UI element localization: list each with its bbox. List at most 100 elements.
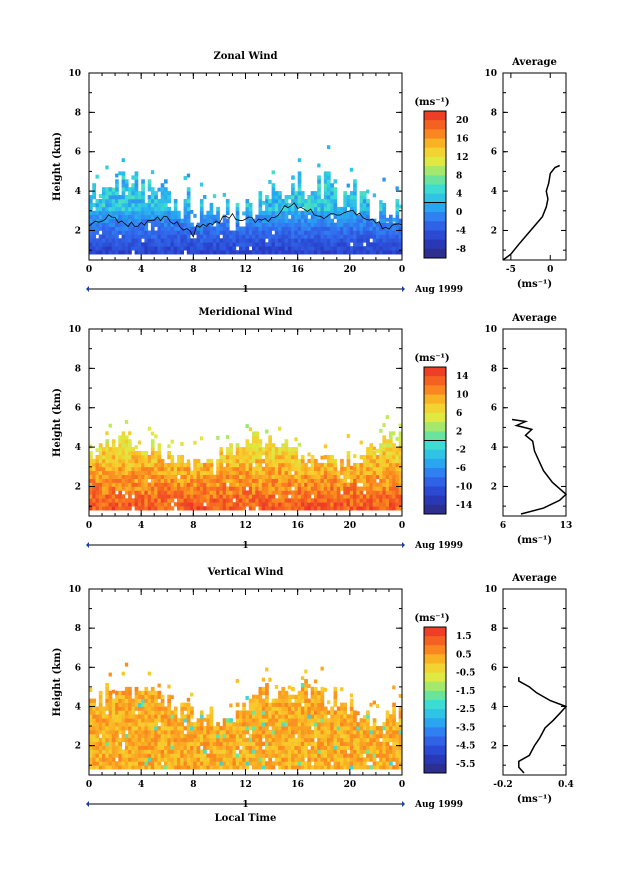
- heatmap-cell: [284, 726, 289, 731]
- heatmap-cell: [137, 440, 142, 445]
- heatmap-cell: [196, 722, 201, 727]
- heatmap-cell: [252, 761, 256, 766]
- heatmap-cell: [300, 191, 305, 196]
- heatmap-cell: [209, 474, 214, 479]
- heatmap-cell: [333, 757, 338, 762]
- heatmap-cell: [232, 726, 237, 731]
- heatmap-cell: [157, 478, 162, 483]
- heatmap-cell: [121, 171, 126, 176]
- heatmap-cell: [366, 226, 370, 231]
- heatmap-cell: [209, 726, 214, 731]
- heatmap-cell: [186, 702, 191, 707]
- heatmap-cell: [389, 218, 393, 223]
- heatmap-cell: [300, 230, 305, 235]
- heatmap-cell: [167, 444, 171, 449]
- heatmap-cell: [271, 183, 276, 188]
- heatmap-cell: [186, 765, 191, 770]
- heatmap-cell: [180, 730, 184, 735]
- heatmap-cell: [327, 757, 331, 762]
- heatmap-cell: [248, 749, 253, 754]
- heatmap-cell: [307, 478, 312, 483]
- heatmap-cell: [320, 686, 325, 692]
- heatmap-cell: [310, 741, 315, 746]
- heatmap-cell: [92, 466, 96, 472]
- heatmap-cell: [395, 455, 400, 460]
- heatmap-cell: [183, 737, 188, 743]
- heatmap-cell: [193, 506, 197, 511]
- heatmap-cell: [287, 234, 292, 239]
- heatmap-cell: [199, 226, 204, 231]
- heatmap-cell: [124, 466, 129, 472]
- heatmap-cell: [134, 486, 139, 491]
- heatmap-cell: [291, 238, 295, 243]
- heatmap-cell: [150, 222, 155, 227]
- heatmap-cell: [385, 242, 390, 247]
- heatmap-cell: [154, 722, 158, 727]
- heatmap-cell: [89, 206, 93, 212]
- heatmap-cell: [232, 506, 237, 511]
- heatmap-cell: [219, 447, 224, 452]
- heatmap-cell: [206, 486, 211, 491]
- heatmap-cell: [349, 226, 354, 231]
- heatmap-cell: [141, 722, 145, 727]
- heatmap-cell: [353, 246, 357, 251]
- heatmap-cell: [115, 690, 119, 696]
- colorbar-tick-label: -3.5: [456, 723, 475, 733]
- heatmap-cell: [265, 765, 269, 770]
- heatmap-cell: [248, 741, 253, 746]
- heatmap-cell: [170, 470, 175, 475]
- heatmap-cell: [118, 741, 122, 746]
- heatmap-cell: [105, 726, 109, 731]
- heatmap-cell: [248, 206, 253, 212]
- heatmap-cell: [372, 474, 377, 479]
- heatmap-cell: [327, 234, 331, 239]
- heatmap-cell: [203, 745, 207, 750]
- heatmap-cell: [314, 474, 318, 479]
- heatmap-cell: [177, 726, 181, 731]
- heatmap-cell: [300, 455, 305, 460]
- heatmap-cell: [150, 238, 155, 243]
- heatmap-cell: [118, 494, 122, 499]
- heatmap-cell: [115, 191, 119, 196]
- heatmap-cell: [118, 470, 122, 475]
- heatmap-cell: [317, 765, 321, 770]
- profile-frame: [502, 72, 567, 261]
- heatmap-cell: [219, 745, 224, 750]
- heatmap-cell: [278, 478, 282, 483]
- heatmap-cell: [314, 462, 318, 468]
- heatmap-cell: [212, 250, 217, 255]
- heatmap-cell: [167, 238, 171, 243]
- date-label: Aug 1999: [414, 800, 463, 810]
- colorbar-segment: [424, 175, 446, 185]
- heatmap-cell: [349, 502, 354, 507]
- heatmap-cell: [265, 458, 269, 464]
- heatmap-cell: [216, 242, 220, 247]
- heatmap-cell: [294, 206, 299, 212]
- heatmap-cell: [124, 195, 129, 200]
- heatmap-cell: [343, 490, 347, 495]
- heatmap-cell: [261, 230, 266, 235]
- heatmap-cell: [170, 730, 175, 735]
- heatmap-cell: [183, 498, 188, 503]
- heatmap-cell: [300, 753, 305, 758]
- heatmap-cell: [164, 179, 168, 184]
- heatmap-cell: [359, 238, 364, 243]
- heatmap-cell: [115, 199, 119, 204]
- heatmap-cell: [193, 749, 197, 754]
- heatmap-cell: [362, 238, 367, 243]
- heatmap-cell: [108, 206, 113, 212]
- heatmap-cell: [128, 187, 132, 192]
- heatmap-cell: [389, 462, 393, 468]
- colorbar-unit: (ms⁻¹): [414, 613, 449, 624]
- heatmap-cell: [291, 482, 295, 487]
- heatmap-cell: [274, 714, 279, 719]
- heatmap-cell: [265, 246, 269, 251]
- heatmap-cell: [242, 741, 246, 746]
- heatmap-cell: [278, 733, 282, 739]
- date-label: Aug 1999: [414, 541, 463, 551]
- heatmap-cell: [157, 230, 162, 235]
- heatmap-cell: [327, 238, 331, 243]
- heatmap-cell: [193, 490, 197, 495]
- profile-x-label: (ms⁻¹): [517, 279, 552, 290]
- heatmap-cell: [327, 490, 331, 495]
